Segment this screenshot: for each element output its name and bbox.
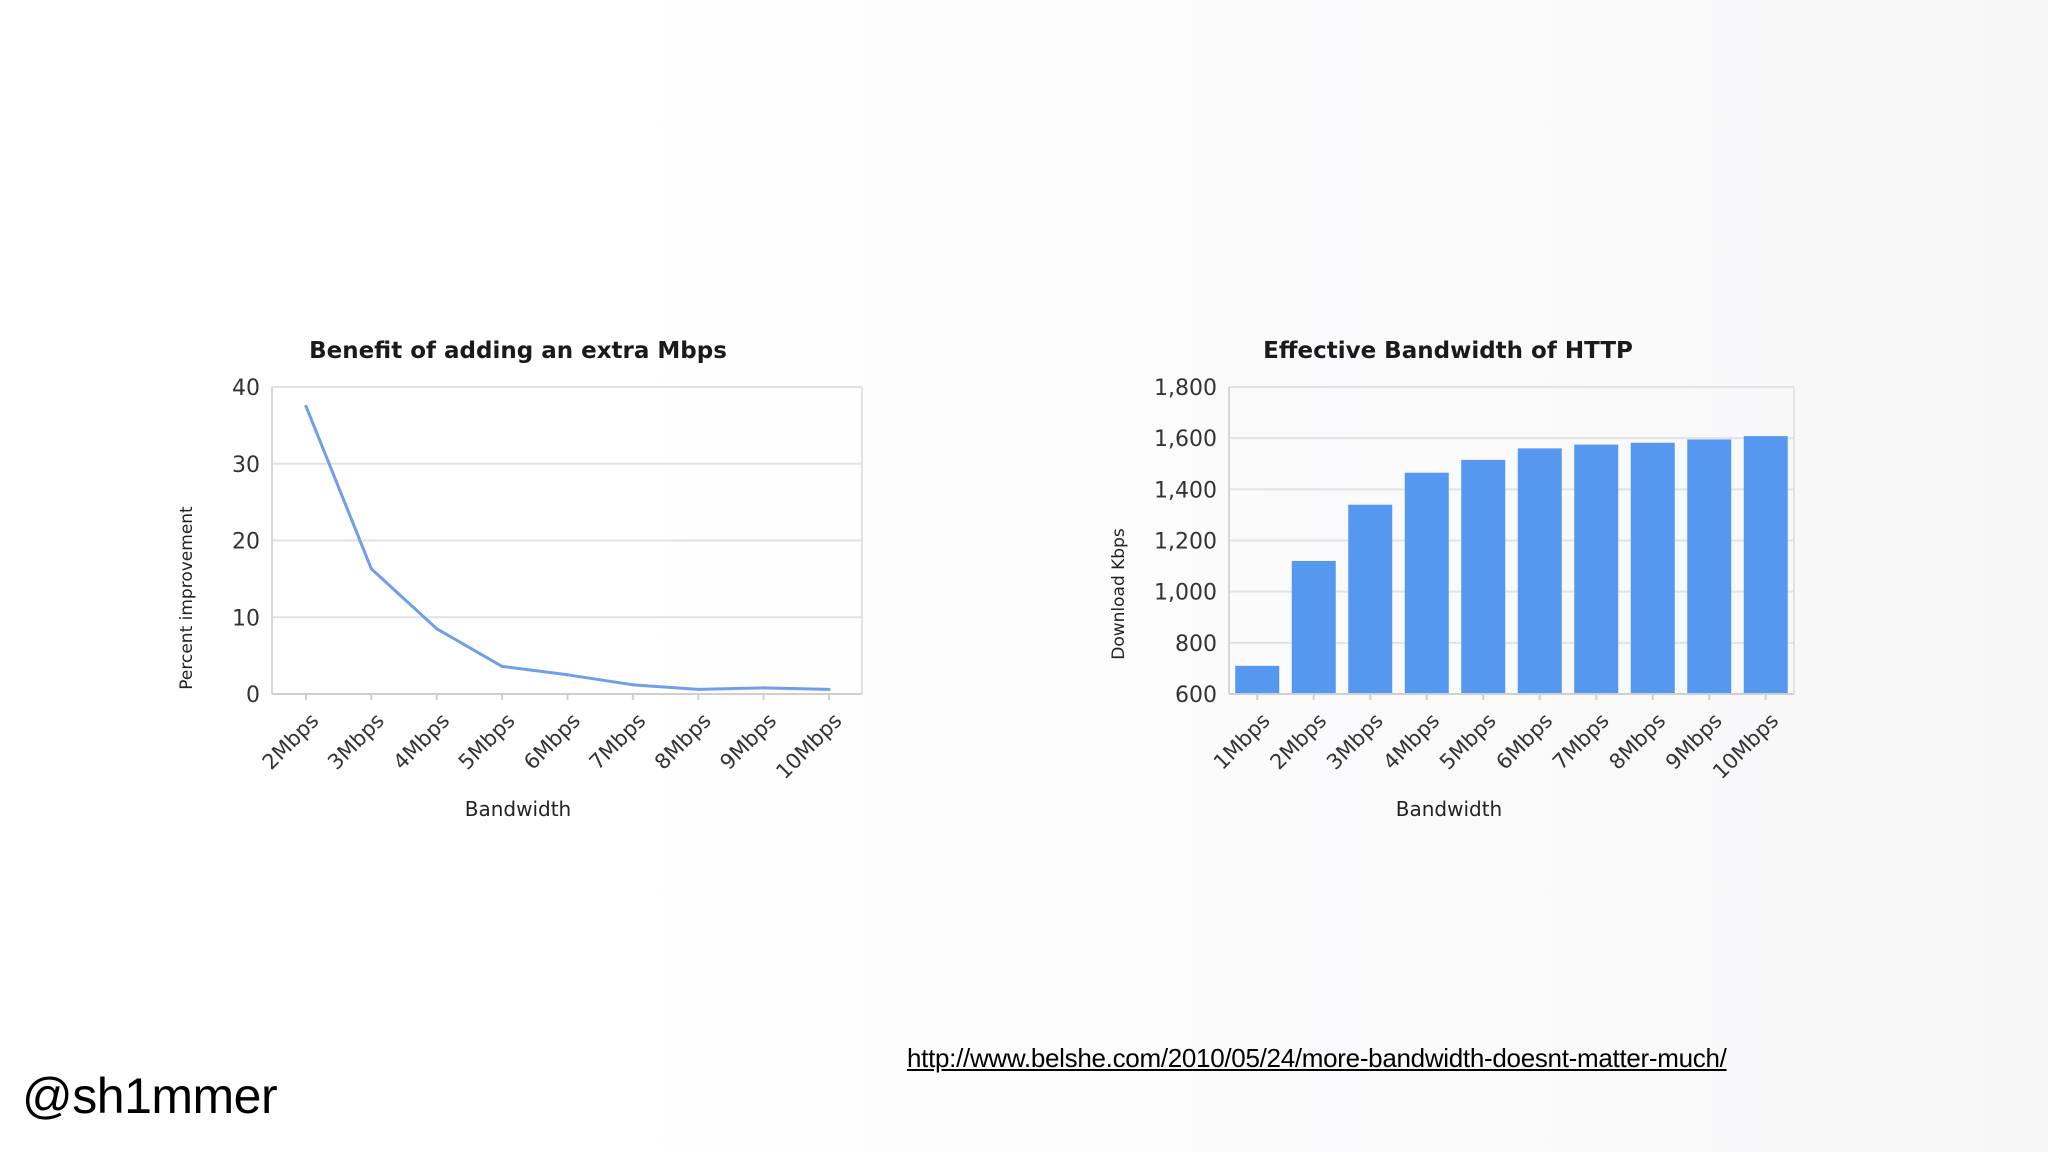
- data-point: [696, 687, 700, 691]
- x-tick-label: 6Mbps: [1491, 709, 1557, 775]
- x-tick-label: 2Mbps: [1265, 709, 1331, 775]
- twitter-handle: @sh1mmer: [22, 1068, 278, 1124]
- y-tick-label: 20: [232, 530, 260, 555]
- chart-title: Effective Bandwidth of HTTP: [1263, 338, 1633, 364]
- x-tick-label: 7Mbps: [1548, 709, 1614, 775]
- bar: [1517, 448, 1562, 694]
- y-tick-label: 800: [1175, 632, 1217, 657]
- x-tick-label: 5Mbps: [1435, 709, 1501, 775]
- y-tick-label: 1,000: [1154, 581, 1217, 606]
- bar: [1630, 442, 1675, 694]
- x-tick-label: 4Mbps: [1378, 709, 1444, 775]
- y-axis-title: Download Kbps: [1109, 528, 1129, 660]
- y-tick-label: 1,200: [1154, 530, 1217, 555]
- bar: [1461, 459, 1506, 694]
- bar: [1235, 665, 1280, 694]
- x-axis-title: Bandwidth: [1396, 797, 1502, 821]
- data-point: [369, 567, 373, 571]
- data-point: [631, 683, 635, 687]
- y-tick-label: 600: [1175, 683, 1217, 708]
- chart-title: Benefit of adding an extra Mbps: [309, 338, 727, 364]
- data-point: [762, 686, 766, 690]
- bar: [1291, 560, 1336, 694]
- data-point: [827, 687, 831, 691]
- y-tick-label: 10: [232, 606, 260, 631]
- x-axis-title: Bandwidth: [465, 797, 571, 821]
- y-tick-label: 1,800: [1154, 376, 1217, 401]
- y-tick-label: 1,400: [1154, 478, 1217, 503]
- bar: [1743, 436, 1788, 694]
- y-tick-label: 1,600: [1154, 427, 1217, 452]
- bar: [1574, 444, 1619, 694]
- data-point: [566, 673, 569, 677]
- y-tick-label: 30: [232, 453, 260, 478]
- data-point: [500, 664, 504, 668]
- source-link[interactable]: http://www.belshe.com/2010/05/24/more-ba…: [907, 1043, 1727, 1073]
- y-tick-label: 40: [232, 376, 260, 401]
- y-axis-title: Percent improvement: [177, 506, 197, 690]
- y-tick-label: 0: [246, 683, 260, 708]
- data-point: [435, 627, 439, 631]
- bar: [1404, 472, 1449, 694]
- bar: [1348, 504, 1393, 694]
- x-tick-label: 1Mbps: [1209, 709, 1275, 775]
- x-tick-label: 8Mbps: [1604, 709, 1670, 775]
- bar: [1687, 439, 1732, 694]
- x-tick-label: 3Mbps: [1322, 709, 1388, 775]
- data-point: [304, 404, 308, 408]
